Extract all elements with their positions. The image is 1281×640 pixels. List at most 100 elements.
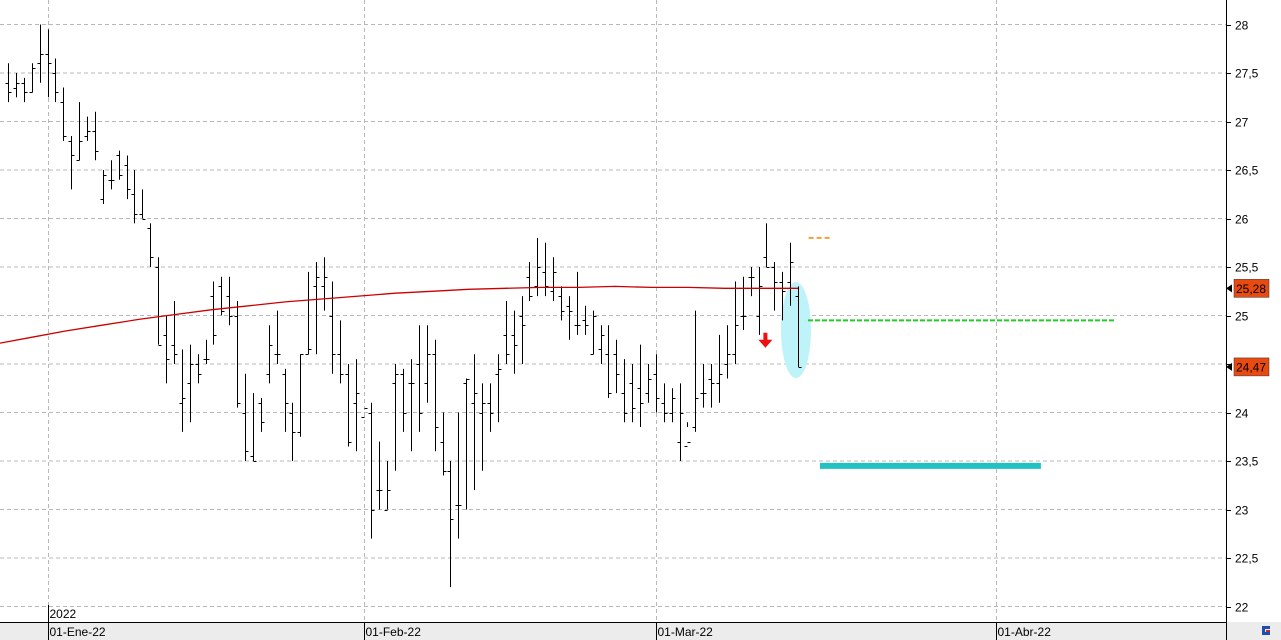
ohlc-bar (29, 63, 36, 93)
ohlc-bar (13, 73, 20, 98)
ohlc-bar (463, 378, 470, 510)
ohlc-bar (226, 276, 233, 326)
chart-axes (0, 0, 1227, 640)
ohlc-bar (590, 310, 597, 355)
ohlc-bar (479, 383, 486, 471)
ohlc-bar (669, 388, 676, 423)
ohlc-bar (45, 29, 52, 98)
price-tag: 24,47 (1226, 357, 1270, 377)
ohlc-bar (37, 24, 44, 83)
x-tick-label: 01-Abr-22 (998, 625, 1052, 639)
ohlc-bars (5, 24, 802, 588)
ohlc-bar (416, 325, 423, 432)
ohlc-bar (329, 281, 336, 374)
ohlc-bar (503, 300, 510, 364)
ohlc-bar (242, 373, 249, 461)
ohlc-bar (108, 160, 115, 190)
ohlc-bar (424, 325, 431, 403)
ohlc-bar (550, 257, 557, 301)
y-tick-label: 26 (1235, 213, 1249, 227)
ohlc-bar (526, 262, 533, 301)
y-tick-label: 28 (1235, 19, 1249, 33)
y-tick-label: 27 (1235, 116, 1249, 130)
x-tick-label: 01-Feb-22 (366, 625, 422, 639)
ohlc-bar (289, 402, 296, 461)
y-tick-label: 26,5 (1235, 164, 1259, 178)
ohlc-bar (629, 364, 636, 423)
ohlc-bar (345, 364, 352, 447)
ohlc-bar (21, 77, 28, 103)
ohlc-bar (566, 296, 573, 340)
ohlc-bar (131, 170, 138, 224)
ohlc-bar (542, 242, 549, 297)
ohlc-bar (637, 344, 644, 428)
ohlc-bar (471, 354, 478, 491)
ohlc-bar (795, 286, 802, 368)
ohlc-bar (179, 349, 186, 432)
ohlc-bar (487, 383, 494, 432)
price-tag-box (1233, 279, 1270, 298)
ohlc-bar (432, 339, 439, 452)
x-axis-band (0, 622, 1226, 640)
ohlc-bar (368, 402, 375, 539)
ohlc-bar (779, 271, 786, 321)
ohlc-bar (708, 364, 715, 408)
ohlc-bar (321, 257, 328, 311)
y-tick-label: 25,5 (1235, 261, 1259, 275)
ohlc-bar (440, 412, 447, 476)
y-tick-label: 22 (1235, 601, 1249, 615)
corner-logo-icon (1262, 626, 1270, 635)
ohlc-bar (582, 305, 589, 335)
ohlc-bar (234, 300, 241, 408)
ohlc-bar (147, 223, 154, 267)
ohlc-bar (5, 63, 12, 103)
ohlc-bar (748, 267, 755, 297)
ohlc-bar (495, 354, 502, 423)
ohlc-bar (258, 397, 265, 432)
ohlc-bar (171, 300, 178, 364)
corner-logo (1227, 622, 1281, 640)
ohlc-bar (92, 111, 99, 161)
ohlc-bar (218, 276, 225, 316)
ohlc-bar (684, 422, 691, 447)
x-axis-ticks: 01-Ene-22 01-Feb-22 01-Mar-22 01-Abr-22 2022 (48, 605, 1052, 640)
year-label: 2022 (50, 607, 77, 621)
ohlc-bar (52, 58, 59, 103)
y-tick-label: 24 (1235, 407, 1249, 421)
ohlc-bar (756, 267, 763, 335)
ohlc-bar (305, 271, 312, 355)
ohlc-bar (384, 461, 391, 511)
ohlc-bar (250, 393, 257, 462)
ohlc-bar (297, 354, 304, 437)
ohlc-bar (84, 116, 91, 141)
ohlc-bar (605, 325, 612, 398)
moving-average-line (0, 285, 798, 344)
y-tick-label: 23,5 (1235, 455, 1259, 469)
ohlc-bar (124, 155, 131, 200)
highlight-ellipse (781, 282, 811, 379)
ohlc-bar (763, 223, 770, 268)
ohlc-bar (337, 320, 344, 384)
ohlc-bar (408, 359, 415, 452)
ohlc-bar (653, 354, 660, 413)
ohlc-bar (740, 276, 747, 331)
x-tick-label: 01-Mar-22 (658, 625, 714, 639)
ohlc-bar (60, 87, 67, 141)
ohlc-bar (455, 412, 462, 539)
ohlc-bar (203, 339, 210, 364)
ohlc-bar (400, 368, 407, 432)
ohlc-bar (732, 281, 739, 364)
price-tag-label: 25,28 (1236, 282, 1266, 296)
ohlc-bar (724, 325, 731, 379)
down-arrow-icon (758, 332, 773, 348)
ohlc-bar (392, 364, 399, 471)
ohlc-bar (116, 150, 123, 180)
ohlc-bar (519, 296, 526, 364)
ohlc-bar (598, 325, 605, 364)
ohlc-bar (100, 170, 107, 204)
x-tick-label: 01-Ene-22 (50, 625, 106, 639)
ohlc-bar (282, 368, 289, 432)
price-tag-box (1233, 357, 1270, 377)
ohlc-bar (139, 189, 146, 220)
